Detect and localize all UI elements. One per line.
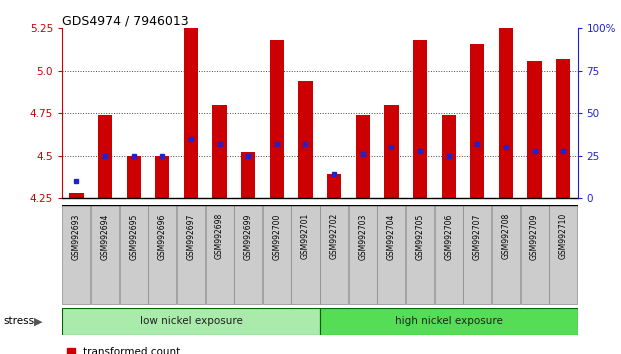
Bar xyxy=(406,205,434,304)
Bar xyxy=(413,40,427,198)
Bar xyxy=(378,205,406,304)
Text: GSM992693: GSM992693 xyxy=(72,213,81,259)
Text: GSM992704: GSM992704 xyxy=(387,213,396,259)
Text: GSM992705: GSM992705 xyxy=(415,213,425,259)
Bar xyxy=(120,205,148,304)
Bar xyxy=(356,115,370,198)
Bar xyxy=(470,44,484,198)
Bar xyxy=(527,61,542,198)
Bar xyxy=(520,205,548,304)
Bar xyxy=(177,205,205,304)
Bar xyxy=(62,205,91,304)
Bar xyxy=(127,156,141,198)
Bar xyxy=(463,205,491,304)
Bar xyxy=(499,28,513,198)
Text: GSM992696: GSM992696 xyxy=(158,213,167,259)
Text: GSM992710: GSM992710 xyxy=(559,213,568,259)
Bar xyxy=(184,28,198,198)
Bar xyxy=(148,205,176,304)
Text: low nickel exposure: low nickel exposure xyxy=(140,316,242,326)
Bar xyxy=(442,115,456,198)
Text: GSM992702: GSM992702 xyxy=(330,213,338,259)
Text: GSM992697: GSM992697 xyxy=(186,213,196,259)
Text: stress: stress xyxy=(3,316,34,326)
Text: GSM992695: GSM992695 xyxy=(129,213,138,259)
Legend: transformed count, percentile rank within the sample: transformed count, percentile rank withi… xyxy=(67,347,259,354)
Bar xyxy=(62,308,320,335)
Bar xyxy=(212,105,227,198)
Text: GSM992707: GSM992707 xyxy=(473,213,482,259)
Bar xyxy=(384,105,399,198)
Text: GSM992698: GSM992698 xyxy=(215,213,224,259)
Bar xyxy=(492,205,520,304)
Text: GSM992700: GSM992700 xyxy=(273,213,281,259)
Bar xyxy=(435,205,463,304)
Bar xyxy=(270,40,284,198)
Text: GSM992709: GSM992709 xyxy=(530,213,539,259)
Text: GSM992703: GSM992703 xyxy=(358,213,367,259)
Bar xyxy=(320,308,578,335)
Text: GSM992694: GSM992694 xyxy=(101,213,109,259)
Text: GSM992699: GSM992699 xyxy=(243,213,253,259)
Bar xyxy=(291,205,320,304)
Bar xyxy=(91,205,119,304)
Text: GSM992701: GSM992701 xyxy=(301,213,310,259)
Bar xyxy=(349,205,377,304)
Bar xyxy=(298,81,312,198)
Bar xyxy=(327,175,342,198)
Bar xyxy=(241,152,255,198)
Bar xyxy=(549,205,578,304)
Bar xyxy=(155,156,170,198)
Bar xyxy=(206,205,233,304)
Bar xyxy=(320,205,348,304)
Text: ▶: ▶ xyxy=(34,316,43,326)
Bar xyxy=(98,115,112,198)
Text: GSM992708: GSM992708 xyxy=(501,213,510,259)
Bar xyxy=(263,205,291,304)
Text: GDS4974 / 7946013: GDS4974 / 7946013 xyxy=(62,14,189,27)
Bar xyxy=(70,193,84,198)
Bar xyxy=(234,205,262,304)
Text: GSM992706: GSM992706 xyxy=(444,213,453,259)
Text: high nickel exposure: high nickel exposure xyxy=(395,316,502,326)
Bar xyxy=(556,59,570,198)
